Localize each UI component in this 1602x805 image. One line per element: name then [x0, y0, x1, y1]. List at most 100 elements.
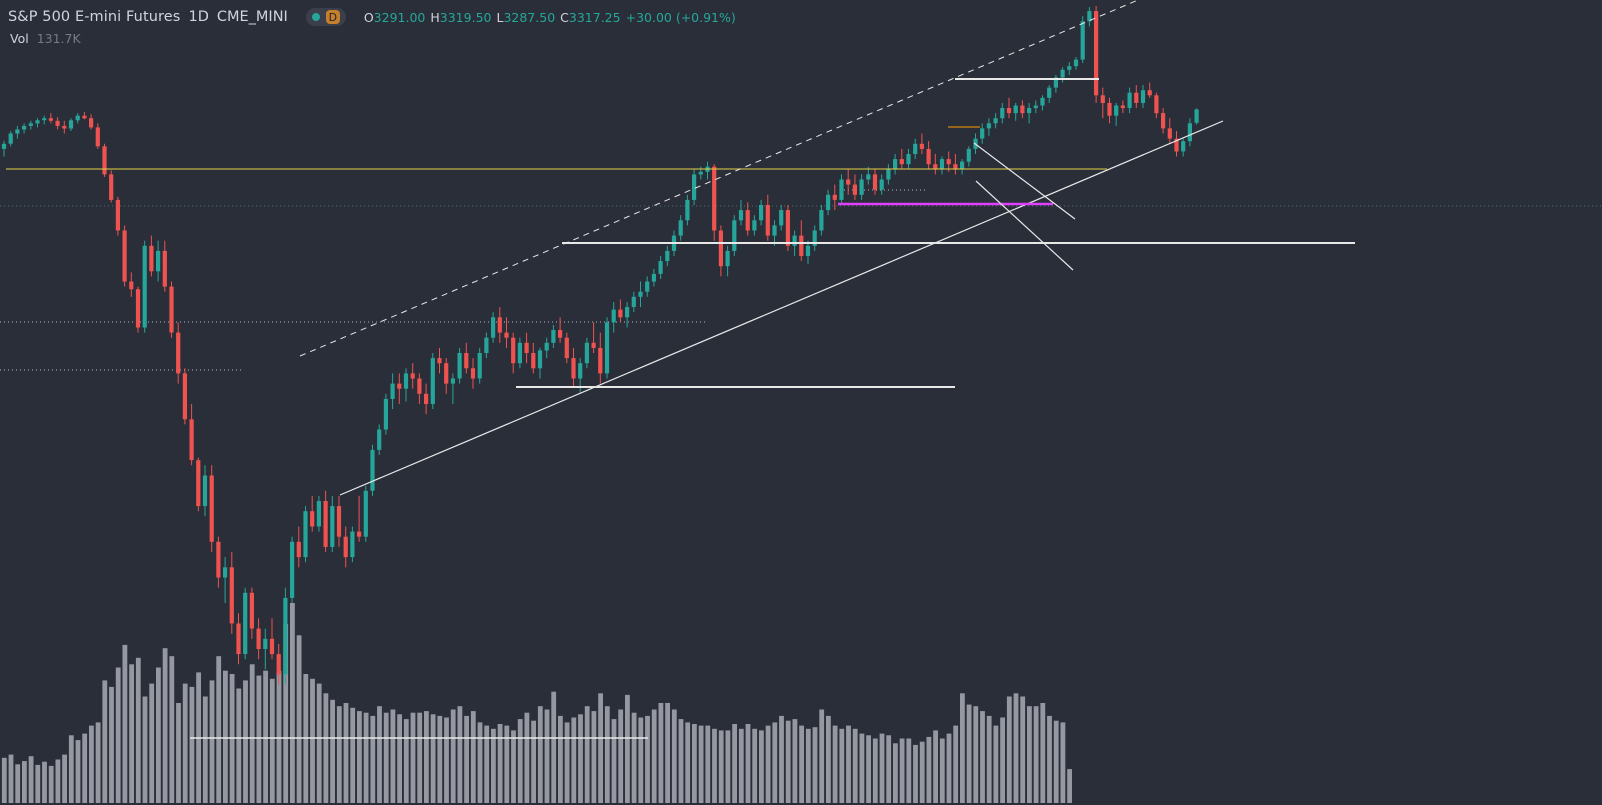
volume-bar [671, 709, 677, 803]
volume-bar [812, 727, 818, 803]
candle-body [926, 148, 931, 165]
channel-lower-trendline [339, 120, 1224, 496]
candle-body [410, 373, 415, 379]
candle-body [765, 205, 770, 236]
candle-body [1094, 11, 1099, 96]
volume-label[interactable]: Vol [10, 31, 29, 46]
candle-body [403, 373, 409, 389]
volume-bar [1060, 722, 1066, 803]
candle-body [993, 118, 998, 124]
volume-bar [397, 714, 402, 803]
candle-body [1, 143, 7, 149]
volume-bar [537, 706, 543, 803]
candle-body [491, 317, 496, 338]
candle-body [571, 358, 576, 379]
volume-bar [678, 719, 684, 803]
volume-bar [135, 657, 141, 803]
candle-body [68, 120, 74, 129]
volume-bar [819, 709, 825, 803]
candle-body [109, 174, 114, 200]
candle-body [48, 118, 53, 121]
candle-body [290, 541, 295, 598]
volume-bar [732, 724, 737, 803]
volume-bar [323, 693, 329, 803]
candle-body [1154, 95, 1159, 114]
volume-bar [491, 728, 496, 803]
open-key: O [363, 9, 374, 25]
candle-body [1194, 109, 1199, 123]
volume-bar [1, 757, 7, 803]
candle-body [216, 541, 221, 578]
candle-body [866, 174, 871, 180]
volume-bar [899, 738, 905, 803]
candle-body [839, 179, 844, 200]
candle-body [323, 501, 328, 547]
candle-body [732, 220, 737, 251]
ohlc-values: O3291.00 H3319.50 L3287.50 C3317.25 +30.… [364, 10, 736, 25]
candle-body [310, 511, 315, 527]
exchange-label[interactable]: CME_MINI [216, 9, 288, 25]
candle-body [933, 164, 938, 170]
candle-body [370, 449, 375, 491]
volume-bar [564, 722, 570, 803]
volume-bar [939, 738, 945, 803]
volume-bar [919, 741, 925, 803]
candle-body [651, 273, 656, 282]
volume-bar [953, 725, 959, 803]
volume-bar [738, 728, 744, 803]
candle-body [893, 159, 898, 170]
candle-body [618, 309, 623, 318]
candle-body [296, 541, 301, 558]
status-pill[interactable]: D [305, 8, 346, 26]
drawing-tools[interactable] [6, 0, 1355, 739]
volume-bar [638, 717, 644, 803]
candle-body [584, 342, 589, 364]
candle-body [8, 133, 13, 144]
volume-bar [383, 712, 389, 803]
candle-body [953, 164, 958, 170]
candle-body [256, 628, 261, 649]
candle-body [377, 429, 382, 450]
volume-bar [336, 706, 342, 803]
candle-body [497, 317, 502, 333]
candle-body [1000, 108, 1005, 119]
volume-bar [290, 603, 295, 803]
candle-body [1040, 97, 1045, 106]
candle-body [638, 291, 643, 297]
volume-bar [115, 667, 121, 803]
volume-bar [1027, 706, 1032, 803]
candle-body [169, 286, 174, 333]
volume-bar [1020, 696, 1026, 803]
candle-body [209, 475, 214, 542]
volume-bar [946, 733, 952, 803]
volume-bar [477, 722, 483, 803]
candle-body [162, 250, 167, 287]
candle-body [156, 250, 161, 272]
volume-bar [524, 712, 530, 803]
symbol-name[interactable]: S&P 500 E-mini Futures [8, 9, 181, 25]
interval-label[interactable]: 1D [188, 9, 209, 25]
volume-bar [55, 759, 61, 803]
candle-body [812, 230, 817, 246]
volume-bar [256, 675, 262, 803]
candle-body [604, 322, 610, 374]
volume-bar [223, 670, 228, 803]
volume-bar [832, 725, 838, 803]
volume-bar [986, 715, 992, 803]
candle-body [665, 250, 670, 262]
candle-body [1020, 105, 1025, 114]
candle-body [263, 638, 268, 649]
volume-bar [846, 725, 851, 803]
volume-bar [933, 730, 938, 803]
candle-body [913, 143, 918, 154]
candle-body [759, 205, 764, 221]
volume-bar [89, 725, 94, 803]
candle-body [229, 567, 234, 624]
candle-body [1181, 141, 1186, 152]
candle-body [504, 332, 509, 338]
volume-bar [363, 712, 369, 803]
volume-bar [792, 719, 798, 803]
dotted-price-levels [0, 189, 1602, 371]
candle-body [196, 460, 201, 507]
